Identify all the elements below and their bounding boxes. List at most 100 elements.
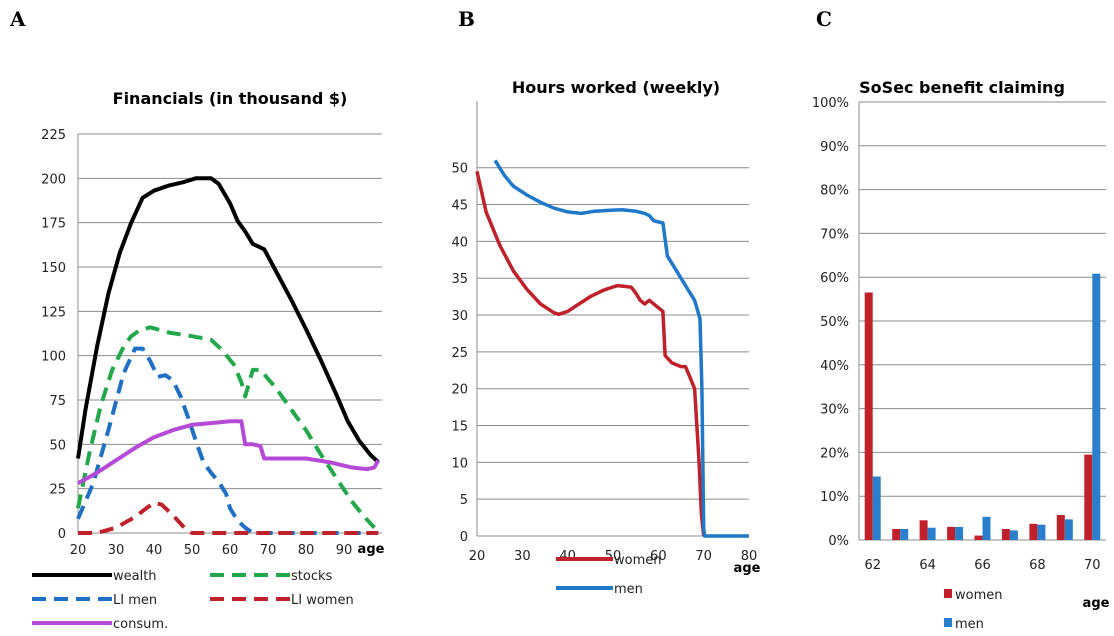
series-line-men xyxy=(493,159,749,538)
x-tick-label: 80 xyxy=(298,543,315,558)
legend-label: LI men xyxy=(113,593,157,608)
x-tick-label: 80 xyxy=(741,549,758,564)
legend-label: LI women xyxy=(291,593,354,608)
y-tick-label: 50% xyxy=(820,315,849,330)
y-tick-label: 75 xyxy=(49,394,66,409)
y-tick-label: 30 xyxy=(451,309,468,324)
x-tick-label: 30 xyxy=(514,549,531,564)
y-tick-label: 70% xyxy=(820,227,849,242)
bar-men-68 xyxy=(1037,524,1046,540)
series-line-li-men xyxy=(76,346,379,535)
y-tick-label: 60% xyxy=(820,271,849,286)
x-tick-label: 30 xyxy=(108,543,125,558)
y-tick-label: 80% xyxy=(820,184,849,199)
x-axis-label: age xyxy=(734,561,761,576)
x-tick-label: 20 xyxy=(469,549,486,564)
series-line-li-women xyxy=(78,500,379,535)
y-tick-label: 30% xyxy=(820,403,849,418)
x-tick-label: 62 xyxy=(864,558,881,573)
bar-men-70 xyxy=(1092,273,1101,540)
y-tick-label: 40% xyxy=(820,359,849,374)
bar-women-62 xyxy=(864,292,873,540)
y-tick-label: 200 xyxy=(41,172,66,187)
chart-title: Hours worked (weekly) xyxy=(512,78,720,97)
x-tick-label: 66 xyxy=(974,558,991,573)
bar-men-69 xyxy=(1064,519,1073,540)
y-tick-label: 10% xyxy=(820,490,849,505)
x-tick-label: 68 xyxy=(1029,558,1046,573)
y-tick-label: 25 xyxy=(451,346,468,361)
legend-label: men xyxy=(614,582,643,597)
series-line-wealth xyxy=(76,176,380,464)
y-tick-label: 100 xyxy=(41,350,66,365)
bar-women-68 xyxy=(1029,523,1038,540)
y-tick-label: 50 xyxy=(451,162,468,177)
x-tick-label: 70 xyxy=(1084,558,1101,573)
bar-women-65 xyxy=(947,526,956,540)
panel-label-a: A xyxy=(9,7,26,31)
y-tick-label: 150 xyxy=(41,261,66,276)
panel-label-c: C xyxy=(816,7,832,31)
x-tick-label: 20 xyxy=(70,543,87,558)
x-tick-label: 40 xyxy=(146,543,163,558)
legend-label: men xyxy=(955,617,984,632)
chart-sosec-claiming: SoSec benefit claiming 0% 10% 20% 30% 40% 50% 6… xyxy=(812,78,1110,632)
chart-financials: Financials (in thousand $) 0 25 50 75 100 125 1… xyxy=(32,89,385,632)
bar-men-63 xyxy=(900,529,909,540)
x-tick-label: 60 xyxy=(650,549,667,564)
y-tick-label: 125 xyxy=(41,305,66,320)
x-axis-label: age xyxy=(1083,596,1110,611)
legend-swatch xyxy=(944,589,952,598)
y-tick-label: 225 xyxy=(41,128,66,143)
bar-men-64 xyxy=(927,527,936,540)
bar-women-67 xyxy=(1001,529,1010,540)
y-tick-label: 10 xyxy=(451,456,468,471)
x-tick-label: 70 xyxy=(260,543,277,558)
chart-hours-worked: Hours worked (weekly) 0 5 10 15 20 25 30 35 40 45 5… xyxy=(451,78,760,597)
series-line-consum- xyxy=(77,419,380,486)
y-tick-label: 35 xyxy=(451,272,468,287)
legend-label: wealth xyxy=(113,569,157,584)
bar-women-66 xyxy=(974,535,983,540)
bar-women-70 xyxy=(1084,454,1093,540)
y-tick-label: 90% xyxy=(820,140,849,155)
y-tick-label: 0% xyxy=(828,534,849,549)
y-tick-label: 20 xyxy=(451,383,468,398)
chart-title: Financials (in thousand $) xyxy=(113,89,348,108)
series-line-stocks xyxy=(76,325,376,530)
x-tick-label: 40 xyxy=(559,549,576,564)
y-tick-label: 45 xyxy=(451,199,468,214)
y-tick-label: 50 xyxy=(49,438,66,453)
legend-label: women xyxy=(614,553,662,568)
bar-women-69 xyxy=(1056,515,1065,540)
bar-women-63 xyxy=(892,529,901,540)
bar-men-66 xyxy=(982,516,991,540)
bar-men-62 xyxy=(872,476,881,540)
legend-label: women xyxy=(955,588,1003,603)
legend-swatch xyxy=(944,618,952,627)
y-tick-label: 5 xyxy=(460,493,468,508)
y-tick-label: 15 xyxy=(451,420,468,435)
bar-men-67 xyxy=(1009,530,1018,540)
legend-label: stocks xyxy=(291,569,332,584)
y-tick-label: 40 xyxy=(451,235,468,250)
bar-men-65 xyxy=(955,526,964,540)
x-tick-label: 60 xyxy=(222,543,239,558)
x-tick-label: 70 xyxy=(695,549,712,564)
panel-label-b: B xyxy=(458,7,475,31)
x-tick-label: 50 xyxy=(184,543,201,558)
x-tick-label: 64 xyxy=(919,558,936,573)
y-tick-label: 100% xyxy=(812,96,849,111)
y-tick-label: 0 xyxy=(460,530,468,545)
bar-women-64 xyxy=(919,520,928,540)
x-tick-label: 90 xyxy=(336,543,353,558)
series-line-women xyxy=(475,171,706,537)
legend-label: consum. xyxy=(113,617,168,632)
y-tick-label: 175 xyxy=(41,217,66,232)
x-axis-label: age xyxy=(358,542,385,557)
y-tick-label: 25 xyxy=(49,483,66,498)
y-tick-label: 0 xyxy=(58,527,66,542)
y-tick-label: 20% xyxy=(820,446,849,461)
chart-title: SoSec benefit claiming xyxy=(859,78,1065,97)
